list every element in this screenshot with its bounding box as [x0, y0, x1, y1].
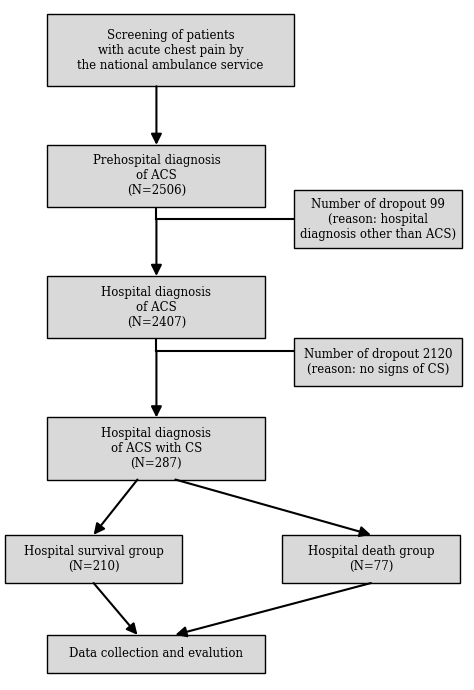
- FancyBboxPatch shape: [47, 276, 265, 338]
- Text: Prehospital diagnosis
of ACS
(N=2506): Prehospital diagnosis of ACS (N=2506): [92, 155, 220, 197]
- Text: Number of dropout 99
(reason: hospital
diagnosis other than ACS): Number of dropout 99 (reason: hospital d…: [300, 197, 456, 241]
- Text: Hospital diagnosis
of ACS with CS
(N=287): Hospital diagnosis of ACS with CS (N=287…: [101, 427, 211, 470]
- FancyBboxPatch shape: [47, 417, 265, 480]
- Text: Number of dropout 2120
(reason: no signs of CS): Number of dropout 2120 (reason: no signs…: [304, 348, 452, 376]
- FancyBboxPatch shape: [294, 338, 462, 386]
- Text: Hospital diagnosis
of ACS
(N=2407): Hospital diagnosis of ACS (N=2407): [101, 286, 211, 328]
- FancyBboxPatch shape: [282, 535, 460, 583]
- Text: Hospital survival group
(N=210): Hospital survival group (N=210): [24, 545, 164, 573]
- FancyBboxPatch shape: [5, 535, 182, 583]
- FancyBboxPatch shape: [47, 145, 265, 207]
- Text: Screening of patients
with acute chest pain by
the national ambulance service: Screening of patients with acute chest p…: [77, 28, 264, 72]
- FancyBboxPatch shape: [47, 635, 265, 673]
- Text: Data collection and evalution: Data collection and evalution: [69, 647, 244, 660]
- FancyBboxPatch shape: [294, 190, 462, 248]
- Text: Hospital death group
(N=77): Hospital death group (N=77): [308, 545, 434, 573]
- FancyBboxPatch shape: [47, 14, 294, 86]
